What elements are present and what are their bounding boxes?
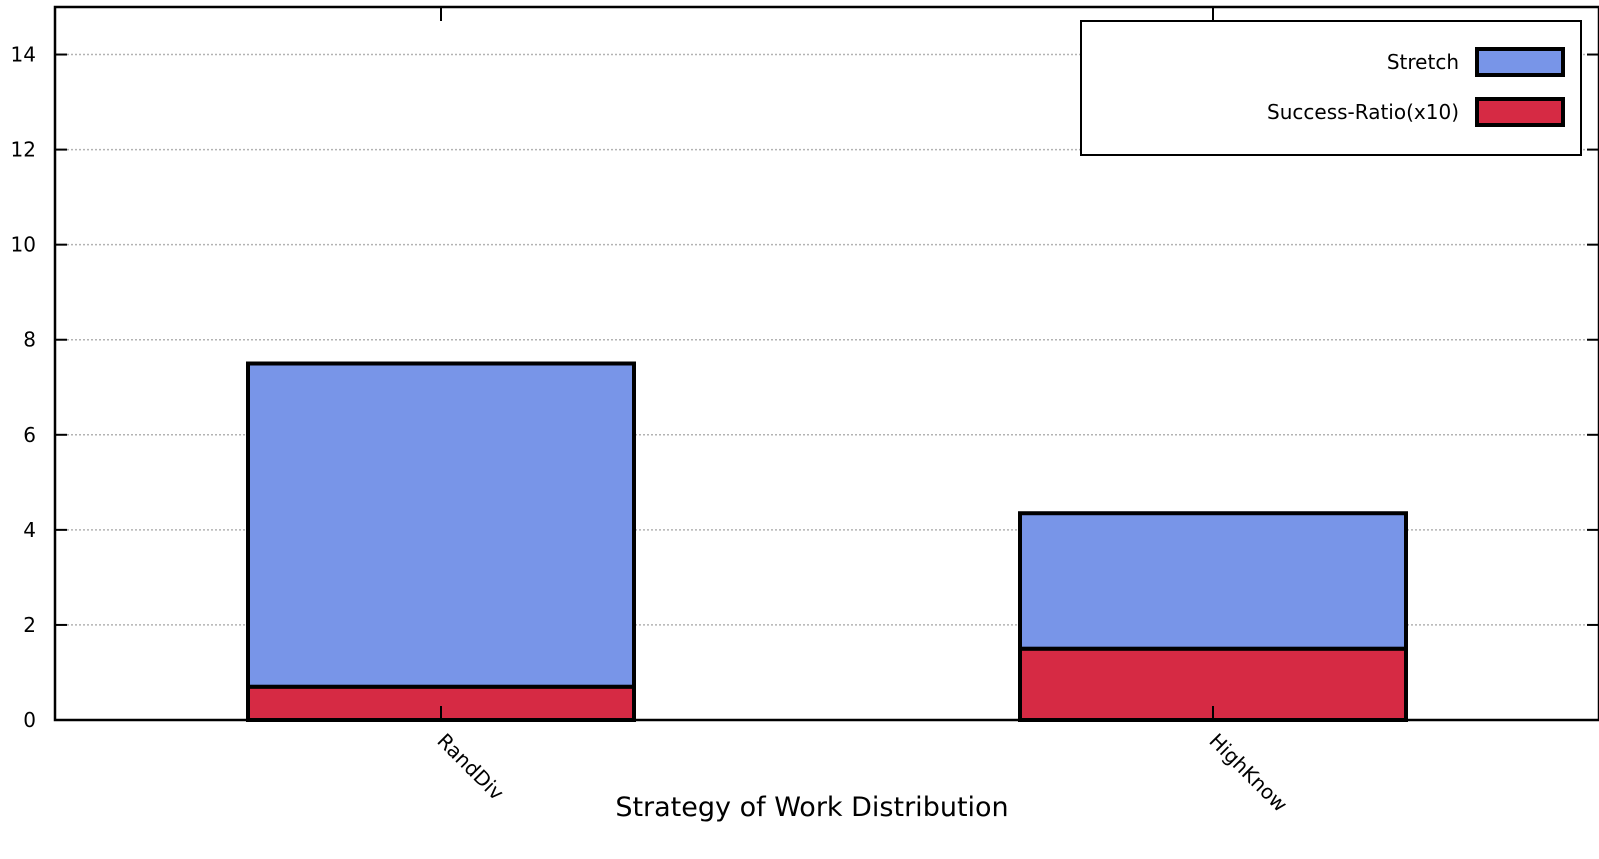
y-tick-label: 10 (11, 233, 36, 257)
x-category-label: RandDiv (432, 729, 508, 805)
legend-box (1080, 20, 1582, 156)
bars (246, 361, 1408, 723)
y-tick-label: 12 (11, 138, 36, 162)
axes (53, 5, 1599, 722)
legend-label: Success-Ratio(x10) (1267, 100, 1459, 124)
x-axis-label: Strategy of Work Distribution (615, 792, 1008, 823)
y-axis-ticks: 0 2 4 6 8 10 12 14 (11, 7, 1599, 732)
y-tick-label: 6 (23, 423, 36, 447)
x-category-label: HighKnow (1204, 729, 1292, 817)
legend: Stretch Success-Ratio(x10) (1080, 20, 1582, 156)
legend-label: Stretch (1387, 50, 1459, 74)
y-tick-label: 14 (11, 43, 36, 67)
bar-segment (246, 361, 636, 689)
legend-swatch (1475, 47, 1565, 77)
plot-frame (53, 5, 1599, 722)
y-tick-label: 4 (23, 518, 36, 542)
y-tick-label: 0 (23, 708, 36, 732)
legend-swatch (1475, 97, 1565, 127)
y-tick-label: 2 (23, 613, 36, 637)
y-tick-label: 8 (23, 328, 36, 352)
bar-segment (1018, 511, 1408, 651)
